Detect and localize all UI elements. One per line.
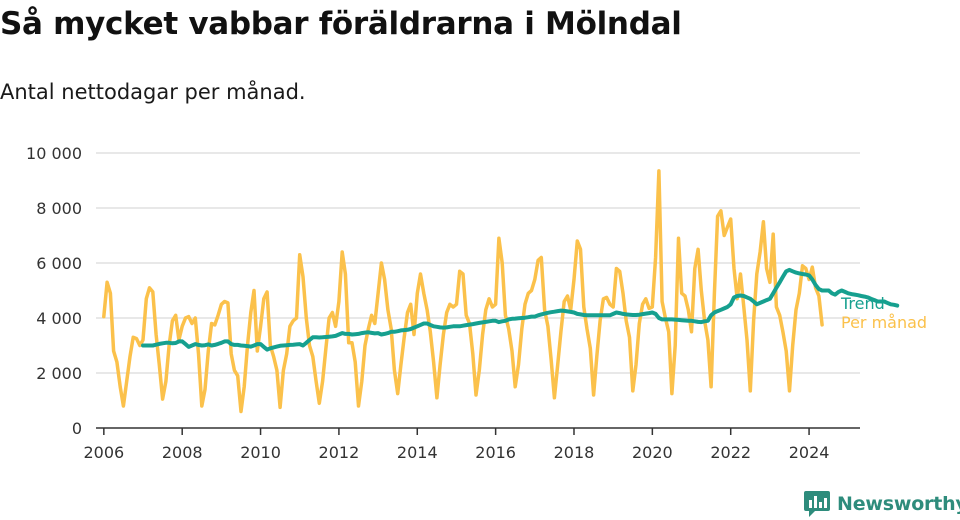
x-axis-ticks: 2006 2008 2010 2012 2014 2016 2018 2020 2022 2024	[83, 428, 829, 462]
brand-name: Newsworthy	[837, 493, 960, 515]
chart-subtitle: Antal nettodagar per månad.	[0, 80, 306, 104]
x-tick-label: 2010	[240, 443, 281, 462]
y-axis-ticks: 0 2 000 4 000 6 000 8 000 10 000	[26, 144, 82, 438]
x-tick-label: 2020	[632, 443, 673, 462]
chart-title: Så mycket vabbar föräldrarna i Mölndal	[0, 6, 682, 42]
brand-logo: Newsworthy	[803, 489, 960, 519]
x-tick-label: 2012	[319, 443, 360, 462]
x-tick-label: 2006	[83, 443, 124, 462]
legend-label-trend: Trend	[840, 294, 885, 313]
y-tick-label: 6 000	[36, 254, 82, 273]
x-tick-label: 2008	[162, 443, 203, 462]
y-tick-label: 0	[72, 419, 82, 438]
x-tick-label: 2022	[710, 443, 751, 462]
series-line-per-manad	[102, 169, 824, 414]
x-tick-label: 2016	[475, 443, 516, 462]
x-tick-label: 2014	[397, 443, 438, 462]
series-line-trend	[141, 267, 900, 352]
legend: Trend Per månad	[840, 294, 927, 332]
x-tick-label: 2024	[789, 443, 830, 462]
y-tick-label: 4 000	[36, 309, 82, 328]
bar-chart-icon	[804, 491, 830, 517]
y-tick-label: 2 000	[36, 364, 82, 383]
legend-label-per-manad: Per månad	[841, 313, 927, 332]
y-tick-label: 8 000	[36, 199, 82, 218]
y-tick-label: 10 000	[26, 144, 82, 163]
x-tick-label: 2018	[554, 443, 595, 462]
